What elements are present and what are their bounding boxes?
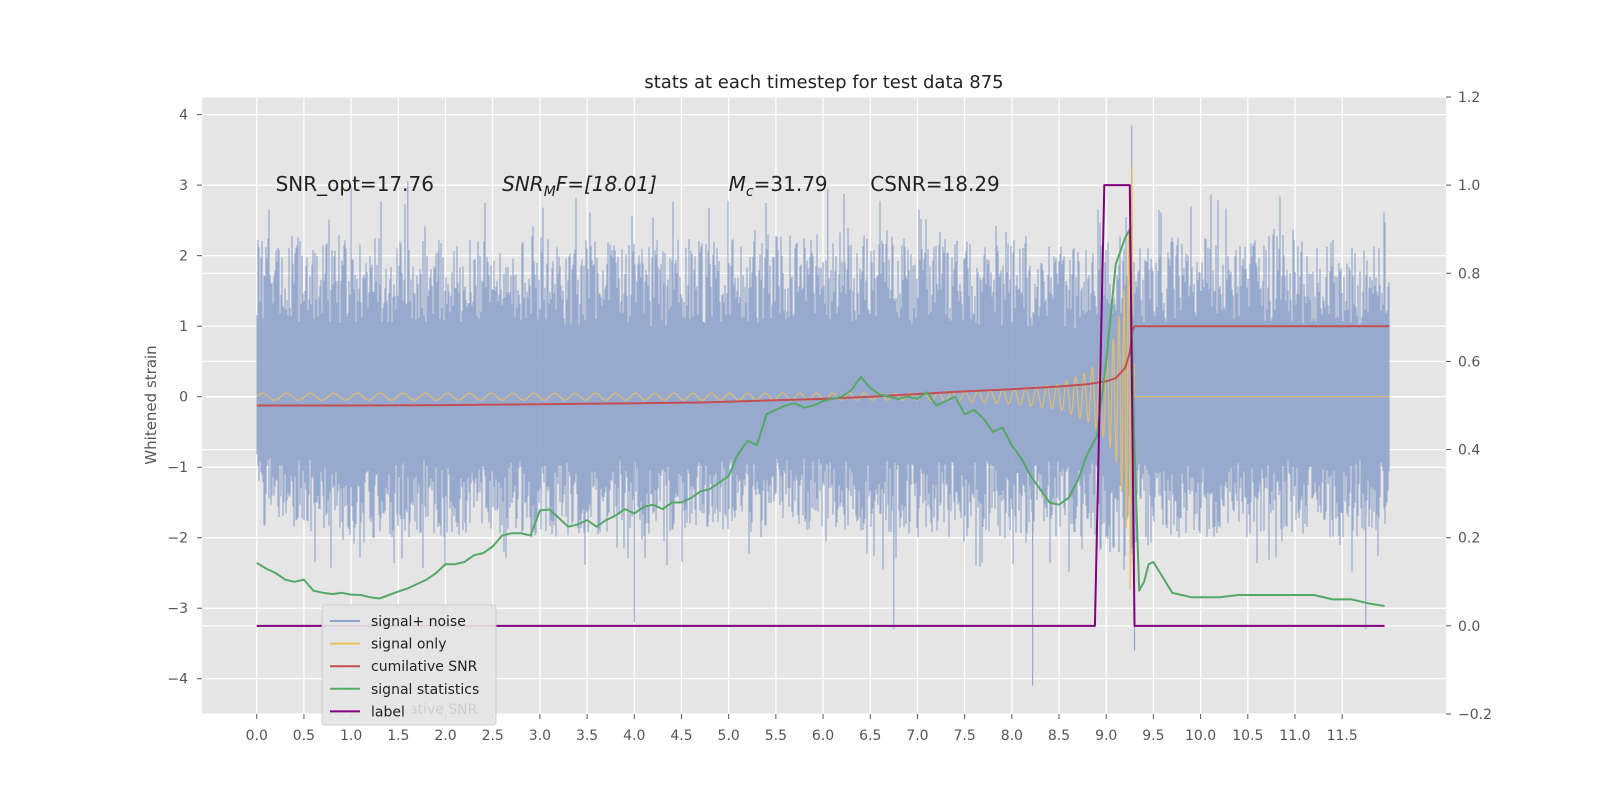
x-tick-label: 10.0: [1185, 728, 1216, 744]
x-tick-label: 1.5: [387, 728, 409, 744]
x-tick-label: 4.5: [670, 728, 692, 744]
legend-label: signal+ noise: [371, 614, 466, 630]
y-tick-label: −4: [167, 672, 188, 688]
annotation-base: M: [729, 172, 746, 196]
y-tick-label: 2: [179, 249, 188, 265]
y-tick-label: −2: [167, 531, 188, 547]
annotation: SNRMF=[18.01]: [502, 172, 657, 200]
annotation-sub: M: [544, 184, 556, 200]
annotation-rest: F=[18.01]: [556, 172, 657, 196]
y2-tick-label: 0.4: [1458, 443, 1480, 459]
legend-label-bg: [370, 699, 412, 718]
chart-title: stats at each timestep for test data 875: [644, 72, 1003, 93]
x-tick-label: 9.5: [1142, 728, 1164, 744]
x-tick-label: 7.0: [906, 728, 928, 744]
annotation: SNR_opt=17.76: [276, 172, 434, 196]
plot-series: [256, 125, 1390, 686]
series-signal-statistics: [256, 228, 1385, 607]
y-tick-label: 0: [179, 390, 188, 406]
x-tick-label: 11.5: [1327, 728, 1358, 744]
x-tick-label: 11.0: [1279, 728, 1310, 744]
series-label: [256, 184, 1385, 627]
y-tick-label: −1: [167, 460, 188, 476]
x-tick-label: 0.0: [246, 728, 268, 744]
x-tick-label: 6.5: [859, 728, 881, 744]
legend-box: [321, 604, 497, 726]
x-tick-label: 9.0: [1095, 728, 1117, 744]
axes: 0.0 0.5 1.0 1.5 2.0 2.5 3.0 3.5 4.0 4.5 5.0 5.5 6.0 6…: [167, 90, 1492, 744]
annotation: CSNR=18.29: [870, 172, 1000, 196]
legend-label: signal statistics: [371, 682, 479, 698]
annotations: SNR_opt=17.76 SNRMF=[18.01] Mc=31.79 CSNR=1…: [276, 172, 1000, 200]
annotation-rest: =31.79: [754, 172, 828, 196]
series-line: [256, 184, 1385, 627]
legend-label: signal only: [371, 637, 446, 653]
noise-trace: [256, 125, 1390, 686]
y-tick-label: −3: [167, 601, 188, 617]
x-tick-label: 6.0: [812, 728, 834, 744]
y2-tick-label: −0.2: [1458, 707, 1492, 723]
legend-label: label: [371, 704, 405, 720]
x-tick-label: 0.5: [293, 728, 315, 744]
y2-tick-label: 0.6: [1458, 354, 1480, 370]
x-tick-label: 8.0: [1001, 728, 1023, 744]
y-tick-label: 4: [179, 108, 188, 124]
y-tick-label: 3: [179, 178, 188, 194]
x-tick-label: 5.5: [765, 728, 787, 744]
x-tick-label: 4.0: [623, 728, 645, 744]
annotation-sub: c: [746, 184, 754, 200]
x-tick-label: 1.0: [340, 728, 362, 744]
y2-tick-label: 0.0: [1458, 619, 1480, 635]
y2-tick-label: 0.8: [1458, 266, 1480, 282]
annotation-base: SNR: [502, 172, 544, 196]
y2-tick-label: 1.0: [1458, 178, 1480, 194]
series-line: [256, 325, 1390, 407]
y-axis-label: Whitened strain: [142, 345, 160, 464]
x-tick-label: 7.5: [954, 728, 976, 744]
y2-tick-label: 1.2: [1458, 90, 1480, 106]
legend-label: cumilative SNR: [371, 659, 478, 675]
y-tick-label: 1: [179, 319, 188, 335]
x-tick-label: 3.0: [529, 728, 551, 744]
y2-tick-label: 0.2: [1458, 531, 1480, 547]
x-tick-label: 2.5: [482, 728, 504, 744]
series-cumilative-snr: [256, 325, 1390, 407]
x-tick-label: 10.5: [1232, 728, 1263, 744]
x-tick-label: 8.5: [1048, 728, 1070, 744]
x-tick-label: 5.0: [718, 728, 740, 744]
x-tick-label: 3.5: [576, 728, 598, 744]
series-line: [256, 228, 1385, 607]
series-signal-noise: [256, 125, 1390, 686]
x-tick-label: 2.0: [434, 728, 456, 744]
annotation: Mc=31.79: [729, 172, 828, 200]
